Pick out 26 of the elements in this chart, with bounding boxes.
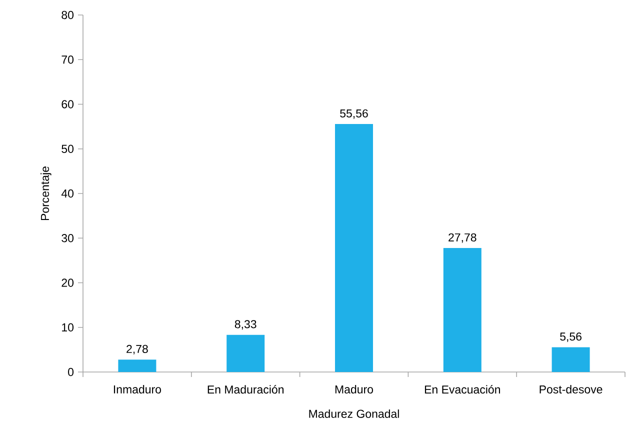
- y-tick-label: 80: [62, 10, 74, 20]
- y-tick-label: 70: [62, 56, 74, 64]
- x-tick-label: Post-desove: [540, 385, 602, 394]
- x-axis-title: Madurez Gonadal: [309, 409, 399, 418]
- data-label: 8,33: [234, 320, 256, 330]
- bar: [552, 347, 590, 372]
- y-tick-label: 50: [62, 144, 74, 153]
- bar: [226, 334, 265, 372]
- y-tick-label: 60: [62, 100, 74, 108]
- x-tick-label: En Maduración: [208, 385, 284, 394]
- bar: [335, 124, 374, 372]
- bar: [118, 360, 156, 372]
- y-tick-label: 40: [61, 189, 74, 198]
- bar: [443, 248, 482, 372]
- data-label: 27,78: [448, 233, 476, 243]
- y-tick-label: 30: [62, 234, 74, 242]
- y-axis-title: Porcentaje: [40, 166, 52, 220]
- data-label: 55,56: [340, 109, 368, 119]
- data-label: 5,56: [560, 332, 582, 342]
- x-tick-label: En Evacuación: [424, 385, 500, 394]
- x-tick-label: Maduro: [335, 385, 374, 394]
- data-label: 2,78: [126, 344, 148, 354]
- x-tick-label: Inmaduro: [114, 385, 161, 394]
- y-tick-label: 20: [62, 278, 74, 287]
- y-tick-label: 10: [62, 323, 74, 332]
- y-tick-label: 0: [68, 368, 74, 376]
